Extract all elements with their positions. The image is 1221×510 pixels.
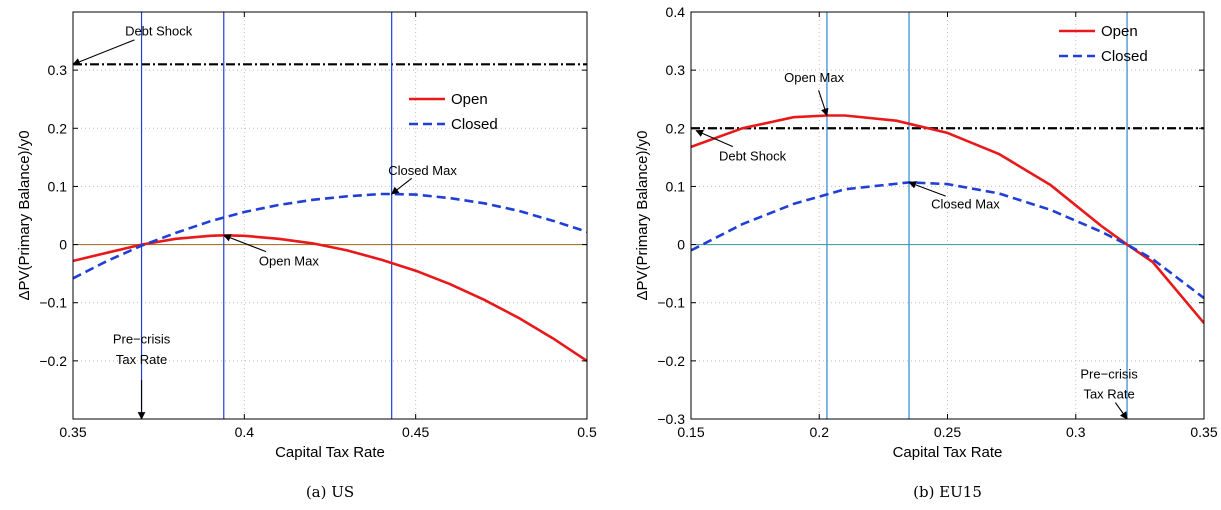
legend-label-open: Open — [451, 91, 488, 108]
x-tick-label: 0.15 — [677, 424, 704, 440]
x-tick-label: 0.2 — [810, 424, 830, 440]
annotation-label: Debt Shock — [125, 23, 193, 38]
x-tick-label: 0.4 — [235, 424, 255, 440]
annotation-arrow — [391, 177, 413, 195]
annotation-arrow — [908, 181, 946, 197]
legend-label-open: Open — [1101, 23, 1138, 40]
x-axis-label: Capital Tax Rate — [275, 444, 385, 461]
series-line-closed — [691, 181, 1204, 300]
y-tick-label: 0.3 — [48, 62, 68, 78]
panel-caption: (b) EU15 — [913, 483, 982, 501]
y-tick-label: 0 — [59, 237, 67, 253]
plot-content — [691, 12, 1204, 419]
series-line-open — [73, 234, 587, 362]
legend-label-closed: Closed — [451, 116, 498, 133]
y-axis-label: ΔPV(Primary Balance)/y0 — [634, 130, 651, 300]
annotation-label: Pre−crisis — [113, 331, 171, 346]
y-tick-label: −0.3 — [657, 411, 685, 427]
annotation-label: Open Max — [784, 70, 844, 85]
annotation-arrow — [1114, 402, 1128, 420]
y-tick-label: 0.4 — [666, 4, 686, 20]
annotation-label: Tax Rate — [1083, 387, 1134, 402]
x-axis-label: Capital Tax Rate — [893, 444, 1003, 461]
annotation-label: Open Max — [259, 254, 319, 269]
axes-box — [72, 11, 588, 420]
x-tick-label: 0.3 — [1066, 424, 1086, 440]
annotation-arrow — [818, 90, 829, 117]
y-tick-label: 0.3 — [666, 62, 686, 78]
y-tick-label: 0.1 — [48, 178, 68, 194]
y-tick-label: 0.2 — [666, 120, 686, 136]
annotation-label: Pre−crisis — [1080, 366, 1138, 381]
y-tick-label: −0.2 — [657, 353, 685, 369]
x-tick-label: 0.35 — [1190, 424, 1217, 440]
plot-content — [73, 12, 587, 419]
y-tick-label: −0.1 — [39, 295, 67, 311]
annotation-label: Tax Rate — [116, 352, 167, 367]
y-axis-label: ΔPV(Primary Balance)/y0 — [16, 130, 33, 300]
panel-us: 0.35 0.4 0.45 0.5 −0.2 −0.1 0 0.1 0.2 0.3 Capital … — [16, 11, 597, 501]
x-tick-label: 0.35 — [59, 424, 86, 440]
annotation-label: Closed Max — [388, 163, 457, 178]
panel-eu15: 0.15 0.2 0.25 0.3 0.35 −0.3 −0.2 −0.1 0 0.1 0.2 0.3… — [634, 4, 1218, 501]
series-line-open — [691, 114, 1204, 324]
series-line-closed — [73, 192, 587, 280]
annotation-label: Closed Max — [931, 197, 1000, 212]
y-tick-label: −0.2 — [39, 353, 67, 369]
plot-area — [73, 12, 587, 419]
y-tick-label: −0.1 — [657, 295, 685, 311]
x-tick-label: 0.5 — [577, 424, 597, 440]
annotation-arrow — [223, 234, 267, 253]
x-tick-label: 0.45 — [402, 424, 429, 440]
y-tick-label: 0 — [677, 237, 685, 253]
y-tick-label: 0.2 — [48, 120, 68, 136]
y-tick-label: 0.1 — [666, 178, 686, 194]
legend-label-closed: Closed — [1101, 48, 1148, 65]
x-tick-label: 0.25 — [934, 424, 961, 440]
annotation-label: Debt Shock — [719, 148, 787, 163]
panel-caption: (a) US — [306, 483, 354, 501]
plot-area — [691, 12, 1204, 419]
annotation-arrow — [695, 129, 734, 148]
annotation-arrow — [72, 39, 135, 66]
